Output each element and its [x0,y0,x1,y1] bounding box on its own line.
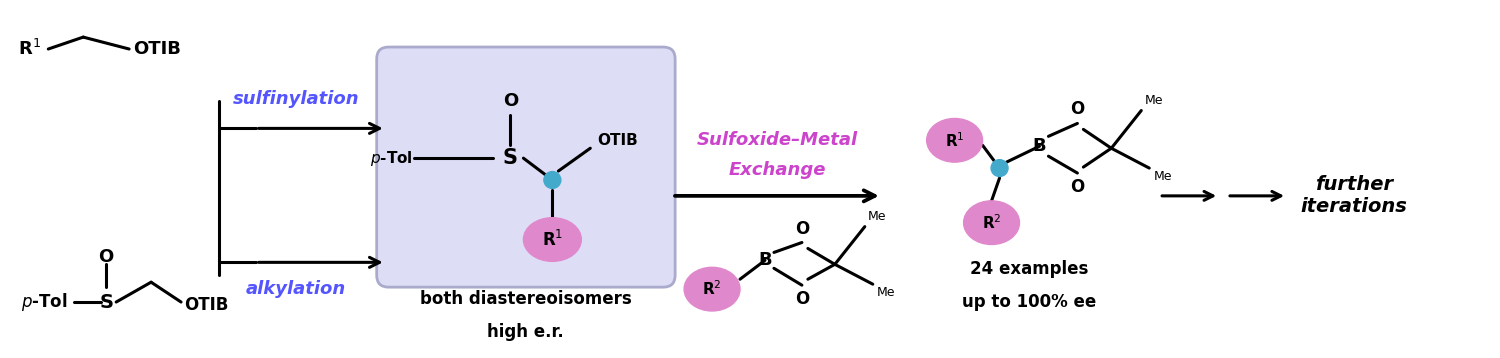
Text: 24 examples: 24 examples [970,260,1089,278]
Ellipse shape [524,218,582,261]
Text: O: O [503,92,518,110]
Text: R$^2$: R$^2$ [702,280,721,299]
Text: R$^1$: R$^1$ [542,229,562,250]
Text: O: O [795,290,808,308]
Ellipse shape [963,201,1020,245]
Text: up to 100% ee: up to 100% ee [963,293,1096,311]
Text: B: B [758,251,772,269]
Text: R$^2$: R$^2$ [982,213,1002,232]
Text: S: S [99,292,112,311]
Ellipse shape [684,267,740,311]
Text: Exchange: Exchange [728,161,825,179]
Text: Me: Me [878,286,896,299]
Text: O: O [99,248,114,266]
Text: Me: Me [868,210,886,223]
Text: alkylation: alkylation [246,280,346,298]
Text: B: B [1032,137,1047,155]
Text: both diastereoisomers: both diastereoisomers [420,290,632,308]
FancyBboxPatch shape [376,47,675,287]
Text: R$^1$: R$^1$ [945,131,964,150]
Text: OTIB: OTIB [597,133,638,148]
Text: O: O [1071,178,1084,196]
Text: R$^1$: R$^1$ [18,39,40,59]
Text: $p$-Tol: $p$-Tol [21,291,68,313]
Text: O: O [1071,101,1084,118]
Text: high e.r.: high e.r. [488,323,564,341]
Text: sulfinylation: sulfinylation [232,90,358,108]
Text: S: S [503,148,518,168]
Text: OTIB: OTIB [134,40,182,58]
Text: further
iterations: further iterations [1300,175,1407,216]
Ellipse shape [927,118,982,162]
Text: $p$-Tol: $p$-Tol [370,149,413,168]
Text: Sulfoxide–Metal: Sulfoxide–Metal [696,131,858,149]
Text: O: O [795,219,808,238]
Text: Me: Me [1144,94,1162,107]
Circle shape [992,160,1008,176]
Circle shape [544,171,561,188]
Text: Me: Me [1154,170,1172,183]
Text: OTIB: OTIB [184,296,228,314]
